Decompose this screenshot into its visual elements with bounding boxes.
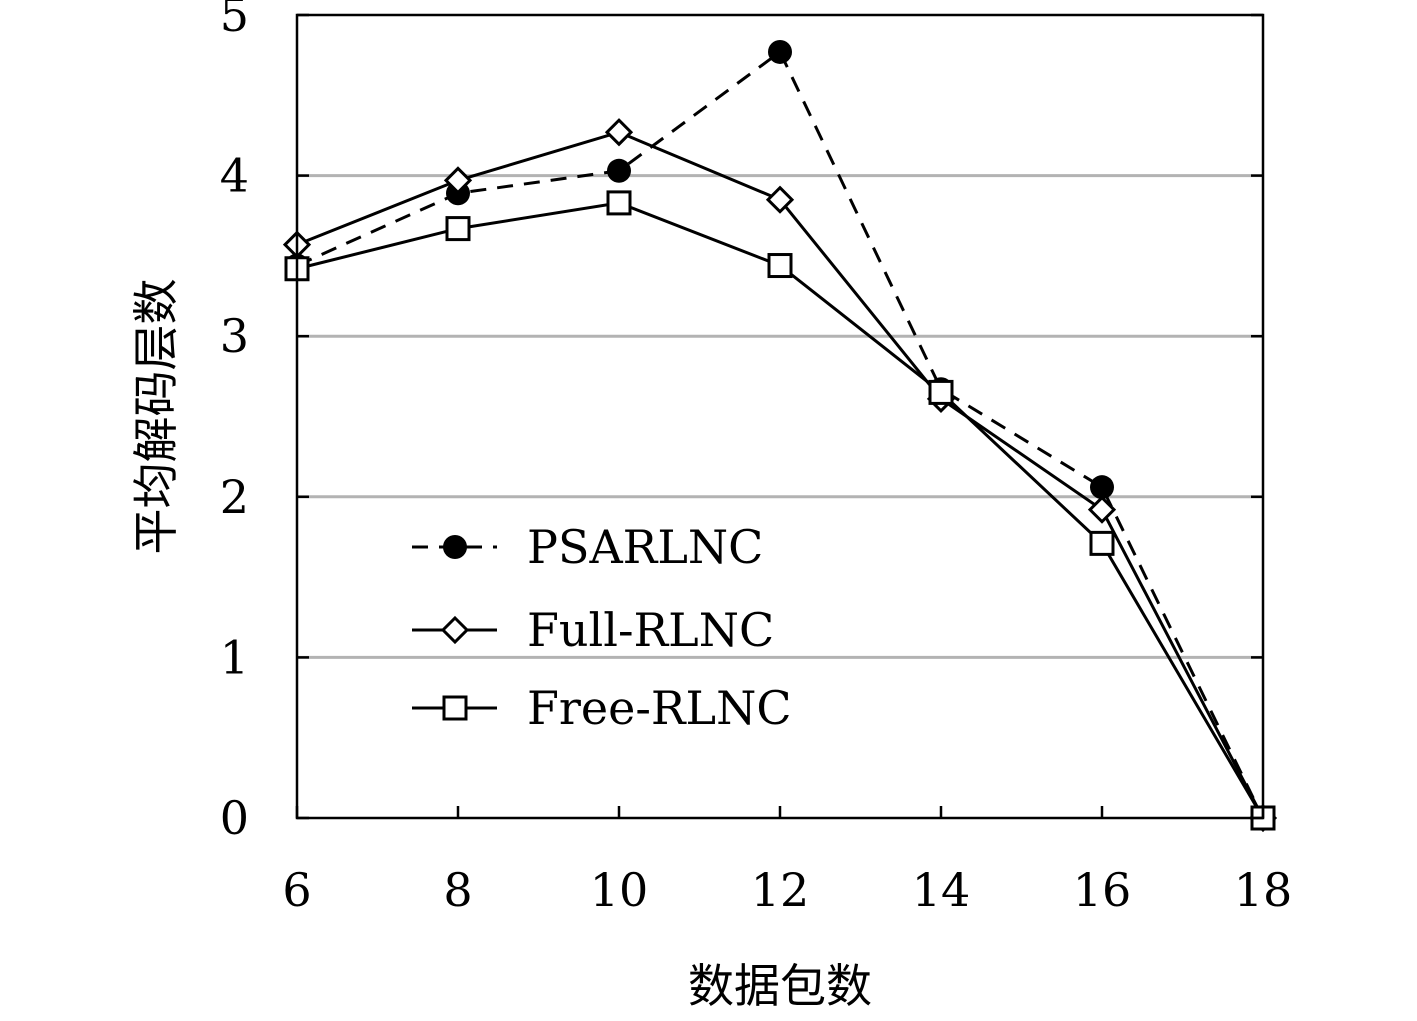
legend-item-full-rlnc: Full-RLNC	[412, 603, 774, 657]
data-point	[607, 158, 631, 183]
y-tick-label: 4	[220, 149, 249, 203]
data-point	[1089, 530, 1115, 556]
data-point	[606, 190, 632, 216]
y-tick-label: 3	[220, 309, 249, 363]
data-point	[443, 166, 473, 195]
legend-marker	[443, 535, 467, 559]
x-tick-label: 12	[751, 863, 810, 917]
x-tick-label: 14	[912, 863, 971, 917]
gridlines	[297, 174, 1263, 659]
y-tick-label: 5	[220, 0, 249, 42]
data-point	[928, 379, 954, 405]
data-point	[604, 118, 634, 147]
x-axis-title: 数据包数	[688, 959, 872, 1013]
data-point	[767, 253, 793, 279]
legend-item-psarlnc: PSARLNC	[412, 520, 763, 574]
data-point	[445, 216, 471, 242]
y-tick-label: 2	[220, 470, 249, 524]
x-tick-label: 6	[282, 863, 311, 917]
y-tick-label: 0	[220, 791, 249, 845]
y-axis-title: 平均解码层数	[129, 279, 183, 555]
legend-label: Free-RLNC	[527, 681, 792, 735]
legend: PSARLNC Full-RLNC Free-RLNC	[412, 520, 792, 735]
legend-label: PSARLNC	[527, 520, 763, 574]
x-tick-label: 8	[443, 863, 472, 917]
data-point	[1090, 475, 1114, 500]
legend-label: Full-RLNC	[527, 603, 774, 657]
x-tick-label: 10	[590, 863, 649, 917]
x-tick-label: 18	[1234, 863, 1293, 917]
tick-marks	[295, 13, 1265, 820]
y-tick-label: 1	[220, 630, 249, 684]
data-point	[765, 185, 795, 214]
data-point	[1087, 495, 1117, 524]
legend-marker	[440, 615, 470, 645]
legend-item-free-rlnc: Free-RLNC	[412, 681, 792, 735]
x-tick-label: 16	[1073, 863, 1132, 917]
series-layer	[282, 39, 1278, 833]
data-point	[768, 39, 792, 64]
legend-marker	[442, 695, 468, 721]
